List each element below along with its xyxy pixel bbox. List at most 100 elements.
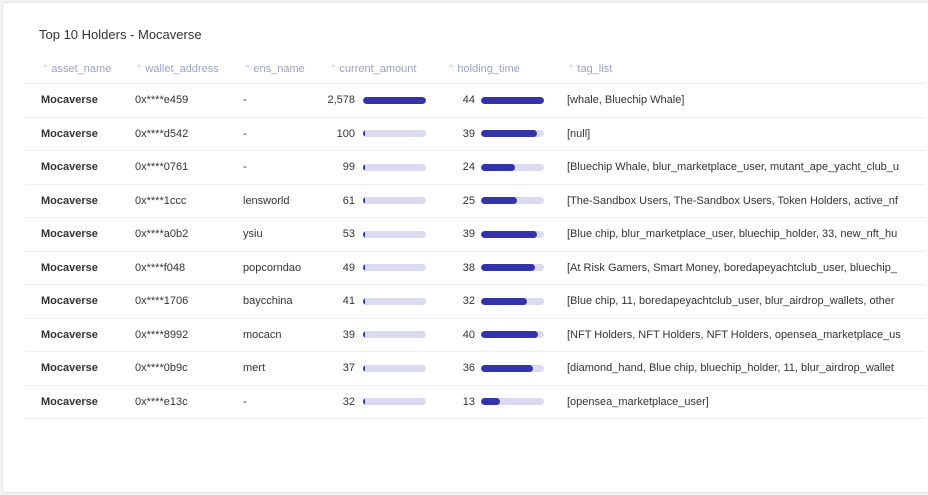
current-amount-value: 2,578 [327, 94, 355, 107]
holding-time-value: 32 [462, 295, 475, 308]
bar-track [481, 96, 544, 104]
current-amount-value: 100 [336, 127, 355, 140]
asset-name-cell: Mocaverse [41, 161, 98, 174]
sort-icon[interactable]: ⌃ [135, 63, 144, 75]
sort-icon[interactable]: ⌃ [567, 63, 576, 75]
holding-time-bar [481, 252, 544, 285]
column-header-holding-time[interactable]: ⌃ holding_time [447, 63, 520, 75]
bar-track [363, 130, 426, 138]
current-amount-bar [363, 118, 426, 151]
bar-track [363, 163, 426, 171]
holding-time-value: 13 [462, 395, 475, 408]
ens-name-cell: - [243, 395, 247, 408]
table-body: Mocaverse 0x****e459 - 2,578 44 [whale, Bluec… [25, 84, 925, 419]
asset-name-cell: Mocaverse [41, 127, 98, 140]
table-row[interactable]: Mocaverse 0x****0b9c mert 37 36 [diamond_hand… [25, 352, 925, 386]
column-header-ens-name[interactable]: ⌃ ens_name [243, 63, 305, 75]
table-row[interactable]: Mocaverse 0x****1706 baycchina 41 32 [Blue ch… [25, 285, 925, 319]
wallet-address-cell: 0x****e459 [135, 94, 189, 107]
current-amount-value: 53 [342, 228, 355, 241]
current-amount-bar [363, 151, 426, 184]
current-amount-bar [363, 185, 426, 218]
current-amount-bar [363, 319, 426, 352]
wallet-address-cell: 0x****0761 [135, 161, 189, 174]
sort-icon[interactable]: ⌃ [41, 63, 50, 75]
bar-track [481, 264, 544, 272]
column-header-asset-name[interactable]: ⌃ asset_name [41, 63, 112, 75]
asset-name-cell: Mocaverse [41, 94, 98, 107]
bar-fill [363, 197, 365, 205]
table-row[interactable]: Mocaverse 0x****8992 mocacn 39 40 [NFT Holder… [25, 319, 925, 352]
sort-icon[interactable]: ⌃ [329, 63, 338, 75]
holding-time-value: 40 [462, 328, 475, 341]
bar-track [481, 364, 544, 372]
bar-fill [481, 197, 517, 205]
column-header-current-amount[interactable]: ⌃ current_amount [329, 63, 417, 75]
table-row[interactable]: Mocaverse 0x****e13c - 32 13 [opensea_marketp… [25, 386, 925, 419]
holding-time-value: 24 [462, 161, 475, 174]
sort-icon[interactable]: ⌃ [447, 63, 456, 75]
table-row[interactable]: Mocaverse 0x****f048 popcorndao 49 38 [At Ris… [25, 252, 925, 285]
tag-list-cell: [Blue chip, blur_marketplace_user, bluec… [567, 228, 898, 241]
ens-name-cell: - [243, 161, 247, 174]
sort-icon[interactable]: ⌃ [243, 63, 252, 75]
bar-track [363, 96, 426, 104]
table-row[interactable]: Mocaverse 0x****0761 - 99 24 [Bluechip Whale,… [25, 151, 925, 185]
bar-fill [363, 331, 365, 339]
column-header-wallet-address[interactable]: ⌃ wallet_address [135, 63, 219, 75]
holding-time-bar [481, 218, 544, 251]
ens-name-cell: lensworld [243, 194, 290, 207]
wallet-address-cell: 0x****f048 [135, 261, 186, 274]
asset-name-cell: Mocaverse [41, 328, 98, 341]
current-amount-bar [363, 386, 426, 419]
bar-track [363, 364, 426, 372]
table-row[interactable]: Mocaverse 0x****a0b2 ysiu 53 39 [Blue chip, b… [25, 218, 925, 252]
bar-fill [363, 163, 366, 171]
bar-track [481, 297, 544, 305]
bar-track [363, 297, 426, 305]
table-header: ⌃ asset_name ⌃ wallet_address ⌃ ens_name ⌃ c… [25, 55, 925, 84]
bar-track [363, 331, 426, 339]
holding-time-value: 36 [462, 362, 475, 375]
ens-name-cell: baycchina [243, 295, 293, 308]
asset-name-cell: Mocaverse [41, 395, 98, 408]
current-amount-bar [363, 352, 426, 385]
current-amount-value: 99 [342, 161, 355, 174]
current-amount-bar [363, 84, 426, 117]
bar-track [481, 398, 544, 406]
holding-time-bar [481, 285, 544, 318]
bar-fill [363, 264, 365, 272]
holding-time-bar [481, 319, 544, 352]
holding-time-value: 25 [462, 194, 475, 207]
asset-name-cell: Mocaverse [41, 295, 98, 308]
current-amount-value: 37 [342, 362, 355, 375]
bar-fill [363, 130, 366, 138]
holding-time-bar [481, 84, 544, 117]
holding-time-value: 39 [462, 127, 475, 140]
holding-time-value: 39 [462, 228, 475, 241]
column-header-tag-list[interactable]: ⌃ tag_list [567, 63, 613, 75]
bar-track [481, 197, 544, 205]
bar-track [363, 197, 426, 205]
holding-time-bar [481, 386, 544, 419]
bar-fill [363, 96, 426, 104]
holding-time-value: 44 [462, 94, 475, 107]
holding-time-bar [481, 185, 544, 218]
wallet-address-cell: 0x****a0b2 [135, 228, 189, 241]
bar-fill [363, 364, 365, 372]
current-amount-value: 39 [342, 328, 355, 341]
bar-track [481, 230, 544, 238]
ens-name-cell: ysiu [243, 228, 263, 241]
asset-name-cell: Mocaverse [41, 194, 98, 207]
ens-name-cell: mocacn [243, 328, 282, 341]
table-row[interactable]: Mocaverse 0x****1ccc lensworld 61 25 [The-San… [25, 185, 925, 218]
tag-list-cell: [NFT Holders, NFT Holders, NFT Holders, … [567, 328, 901, 341]
bar-track [363, 264, 426, 272]
wallet-address-cell: 0x****d542 [135, 127, 189, 140]
tag-list-cell: [opensea_marketplace_user] [567, 395, 709, 408]
asset-name-cell: Mocaverse [41, 228, 98, 241]
table-row[interactable]: Mocaverse 0x****d542 - 100 39 [null] [25, 118, 925, 151]
holders-table: ⌃ asset_name ⌃ wallet_address ⌃ ens_name ⌃ c… [25, 55, 925, 419]
table-row[interactable]: Mocaverse 0x****e459 - 2,578 44 [whale, Bluec… [25, 84, 925, 118]
